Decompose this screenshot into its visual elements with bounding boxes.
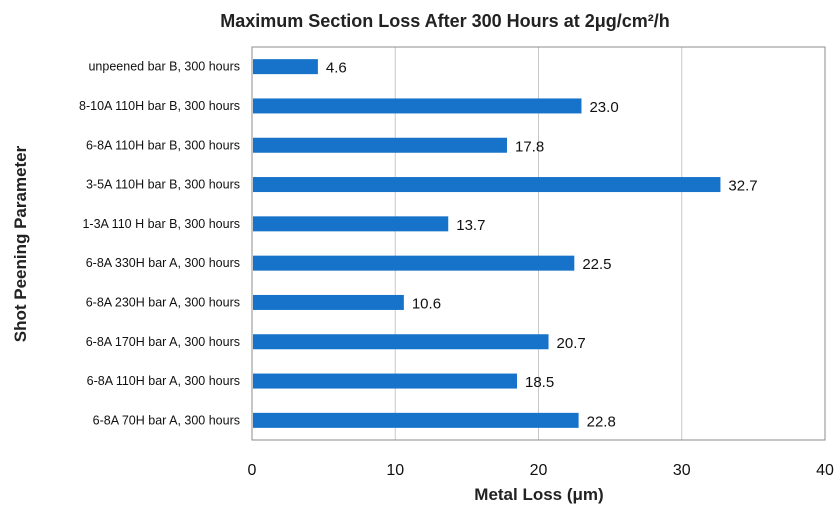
x-tick-label: 30 [673, 462, 691, 479]
bars [253, 59, 721, 428]
x-tick-label: 10 [386, 462, 404, 479]
bar [253, 373, 518, 389]
category-label: unpeened bar B, 300 hours [88, 60, 240, 74]
bar [253, 59, 318, 75]
bar [253, 294, 404, 310]
x-tick-label: 0 [248, 462, 257, 479]
bar [253, 177, 721, 193]
plot-area: 4.623.017.832.713.722.510.620.718.522.8 … [79, 46, 834, 479]
data-label: 22.5 [582, 256, 611, 273]
y-axis-label: Shot Peening Parameter [11, 145, 30, 342]
bar [253, 98, 582, 114]
data-label: 20.7 [557, 335, 586, 352]
x-axis-label: Metal Loss (μm) [474, 485, 603, 504]
bar [253, 255, 575, 271]
data-label: 13.7 [456, 217, 485, 234]
chart-title: Maximum Section Loss After 300 Hours at … [220, 11, 669, 31]
category-label: 6-8A 330H bar A, 300 hours [86, 256, 240, 270]
bar [253, 334, 549, 350]
category-labels: unpeened bar B, 300 hours 8-10A 110H bar … [79, 60, 240, 428]
bar [253, 216, 449, 232]
x-tick-label: 20 [530, 462, 548, 479]
data-labels: 4.6 23.0 17.8 32.7 13.7 22.5 10.6 20.7 18.5 22.8 [326, 60, 758, 431]
data-label: 18.5 [525, 374, 554, 391]
category-label: 6-8A 110H bar A, 300 hours [87, 374, 240, 388]
bar [253, 137, 507, 153]
category-label: 3-5A 110H bar B, 300 hours [86, 178, 240, 192]
data-label: 23.0 [589, 99, 618, 116]
category-label: 6-8A 170H bar A, 300 hours [86, 335, 240, 349]
category-label: 8-10A 110H bar B, 300 hours [79, 99, 240, 113]
x-tick-labels: 0 10 20 30 40 [248, 462, 834, 479]
plot-frame [251, 46, 826, 441]
category-label: 6-8A 230H bar A, 300 hours [86, 295, 240, 309]
category-label: 6-8A 70H bar A, 300 hours [93, 413, 240, 427]
category-label: 1-3A 110 H bar B, 300 hours [82, 217, 240, 231]
data-label: 10.6 [412, 295, 441, 312]
data-label: 4.6 [326, 60, 347, 77]
x-tick-label: 40 [816, 462, 834, 479]
data-label: 32.7 [728, 178, 757, 195]
data-label: 22.8 [587, 413, 616, 430]
category-label: 6-8A 110H bar B, 300 hours [86, 138, 240, 152]
data-label: 17.8 [515, 138, 544, 155]
bar [253, 412, 579, 428]
